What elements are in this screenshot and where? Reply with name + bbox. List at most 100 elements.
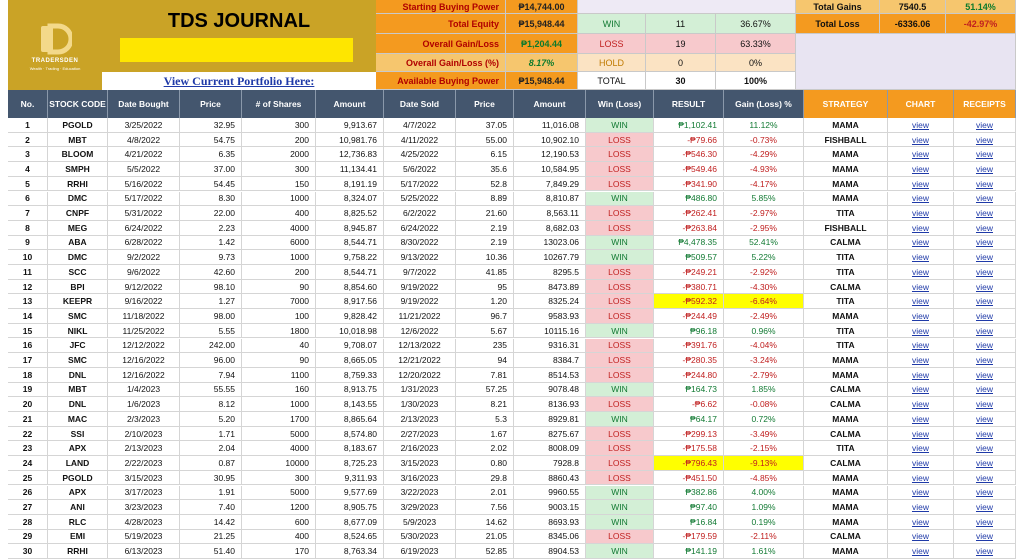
cell-col-gain-pct: -3.49% <box>724 426 804 442</box>
receipt-view-link[interactable]: view <box>975 531 993 542</box>
chart-view-link[interactable]: view <box>911 208 929 219</box>
receipt-view-link[interactable]: view <box>975 163 993 174</box>
receipt-view-link[interactable]: view <box>975 222 993 233</box>
receipt-view-link[interactable]: view <box>975 487 993 498</box>
receipt-view-link[interactable]: view <box>975 310 993 321</box>
chart-view-link[interactable]: view <box>911 472 929 483</box>
cell-col-chart: view <box>888 191 954 207</box>
cell-col-strategy: TITA <box>804 338 888 354</box>
chart-view-link[interactable]: view <box>911 178 929 189</box>
receipt-view-link[interactable]: view <box>975 340 993 351</box>
chart-view-link[interactable]: view <box>911 252 929 263</box>
cell-col-strategy: MAMA <box>804 353 888 368</box>
cell-col-gain-pct: 1.61% <box>724 544 804 559</box>
chart-view-link[interactable]: view <box>911 384 929 395</box>
chart-view-link[interactable]: view <box>911 502 929 513</box>
cell-col-win-loss: LOSS <box>586 397 654 412</box>
receipt-view-link[interactable]: view <box>975 516 993 527</box>
cell-col-buy-price: 22.00 <box>180 206 242 221</box>
chart-view-link[interactable]: view <box>911 413 929 424</box>
receipt-view-link[interactable]: view <box>975 237 993 248</box>
cell-col-stock-code: LAND <box>48 456 108 471</box>
receipt-view-link[interactable]: view <box>975 325 993 336</box>
receipt-view-link[interactable]: view <box>975 208 993 219</box>
chart-view-link[interactable]: view <box>911 516 929 527</box>
receipt-view-link[interactable]: view <box>975 472 993 483</box>
cell-col-date-sold: 6/2/2022 <box>384 206 456 221</box>
cell-col-no: 12 <box>8 279 48 295</box>
receipt-view-link[interactable]: view <box>975 384 993 395</box>
chart-view-link[interactable]: view <box>911 310 929 321</box>
receipt-view-link[interactable]: view <box>975 413 993 424</box>
cell-col-buy-price: 1.71 <box>180 426 242 442</box>
receipt-view-link[interactable]: view <box>975 296 993 307</box>
cell-col-buy-price: 8.12 <box>180 397 242 412</box>
cell-col-shares: 6000 <box>242 235 316 251</box>
chart-view-link[interactable]: view <box>911 325 929 336</box>
cell-col-sell-amount: 8136.93 <box>514 397 586 412</box>
chart-view-link[interactable]: view <box>911 296 929 307</box>
chart-view-link[interactable]: view <box>911 355 929 366</box>
receipt-view-link[interactable]: view <box>975 134 993 145</box>
cell-col-date-bought: 11/25/2022 <box>108 323 180 339</box>
chart-view-link[interactable]: view <box>911 237 929 248</box>
chart-view-link[interactable]: view <box>911 369 929 380</box>
chart-view-link[interactable]: view <box>911 428 929 439</box>
receipt-view-link[interactable]: view <box>975 399 993 410</box>
table-row: 11 SCC 9/6/2022 42.60 200 8,544.71 9/7/2022 41.… <box>8 265 1016 280</box>
cell-col-receipts: view <box>954 426 1016 442</box>
receipt-view-link[interactable]: view <box>975 369 993 380</box>
receipt-view-link[interactable]: view <box>975 266 993 277</box>
cell-col-no: 28 <box>8 514 48 530</box>
chart-view-link[interactable]: view <box>911 134 929 145</box>
cell-col-sell-price: 35.6 <box>456 162 514 177</box>
cell-col-win-loss: LOSS <box>586 441 654 457</box>
chart-view-link[interactable]: view <box>911 399 929 410</box>
chart-view-link[interactable]: view <box>911 531 929 542</box>
chart-view-link[interactable]: view <box>911 163 929 174</box>
cell-col-receipts: view <box>954 338 1016 354</box>
receipt-view-link[interactable]: view <box>975 502 993 513</box>
cell-col-date-bought: 3/17/2023 <box>108 485 180 501</box>
header-col-date-bought: Date Bought <box>108 90 180 118</box>
cell-col-date-bought: 9/6/2022 <box>108 265 180 280</box>
cell-col-chart: view <box>888 412 954 427</box>
receipt-view-link[interactable]: view <box>975 443 993 454</box>
receipt-view-link[interactable]: view <box>975 281 993 292</box>
cell-col-strategy: TITA <box>804 294 888 310</box>
receipt-view-link[interactable]: view <box>975 546 993 557</box>
win-count: 11 <box>646 14 716 34</box>
cell-col-strategy: CALMA <box>804 397 888 412</box>
cell-col-receipts: view <box>954 220 1016 236</box>
cell-col-buy-amount: 11,134.41 <box>316 162 384 177</box>
cell-col-shares: 170 <box>242 544 316 559</box>
chart-view-link[interactable]: view <box>911 149 929 160</box>
chart-view-link[interactable]: view <box>911 119 929 130</box>
title-input-field[interactable] <box>120 38 353 62</box>
chart-view-link[interactable]: view <box>911 443 929 454</box>
cell-col-no: 3 <box>8 147 48 163</box>
receipt-view-link[interactable]: view <box>975 252 993 263</box>
cell-col-buy-price: 7.40 <box>180 500 242 515</box>
receipt-view-link[interactable]: view <box>975 428 993 439</box>
cell-col-gain-pct: -4.85% <box>724 470 804 486</box>
chart-view-link[interactable]: view <box>911 457 929 468</box>
chart-view-link[interactable]: view <box>911 340 929 351</box>
receipt-view-link[interactable]: view <box>975 149 993 160</box>
receipt-view-link[interactable]: view <box>975 119 993 130</box>
chart-view-link[interactable]: view <box>911 266 929 277</box>
receipt-view-link[interactable]: view <box>975 355 993 366</box>
receipt-view-link[interactable]: view <box>975 457 993 468</box>
portfolio-link[interactable]: View Current Portfolio Here: <box>102 72 376 90</box>
cell-col-receipts: view <box>954 529 1016 545</box>
chart-view-link[interactable]: view <box>911 222 929 233</box>
receipt-view-link[interactable]: view <box>975 193 993 204</box>
chart-view-link[interactable]: view <box>911 193 929 204</box>
chart-view-link[interactable]: view <box>911 546 929 557</box>
chart-view-link[interactable]: view <box>911 487 929 498</box>
cell-col-strategy: MAMA <box>804 309 888 324</box>
table-row: 22 SSI 2/10/2023 1.71 5000 8,574.80 2/27/2023 1… <box>8 426 1016 442</box>
receipt-view-link[interactable]: view <box>975 178 993 189</box>
cell-col-gain-pct: -4.17% <box>724 176 804 192</box>
chart-view-link[interactable]: view <box>911 281 929 292</box>
